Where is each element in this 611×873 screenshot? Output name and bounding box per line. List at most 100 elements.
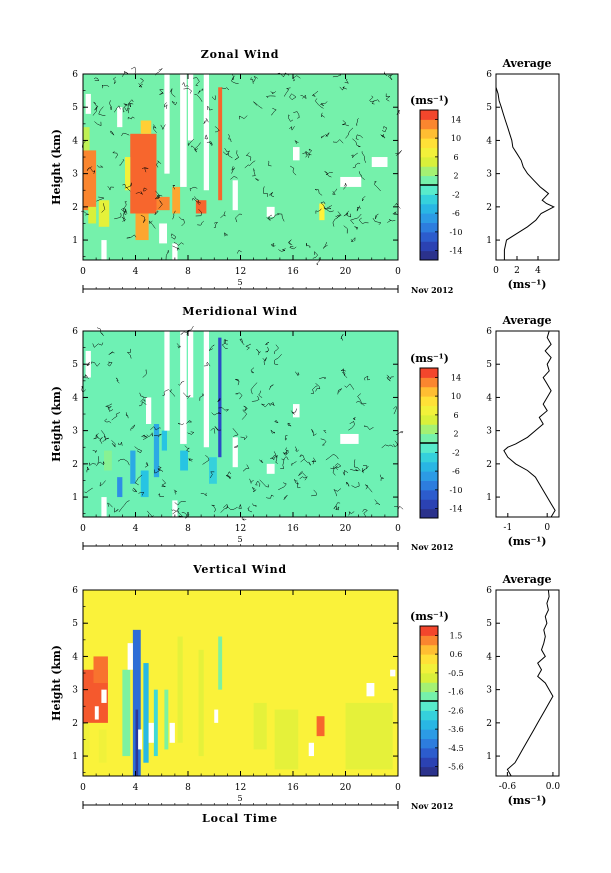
contour-segment (352, 138, 361, 148)
contour-segment (358, 171, 365, 180)
contour-segment (243, 405, 248, 412)
colorbar-tick-label: -10 (450, 228, 463, 237)
contour-segment (297, 482, 301, 489)
contour-segment (142, 369, 147, 378)
heatmap-cell (153, 689, 158, 757)
x-tick-label: 12 (235, 267, 246, 277)
contour-segment (346, 210, 352, 218)
profile-y-tick-label: 2 (486, 203, 492, 213)
colorbar-swatch (420, 213, 438, 223)
contour-segment (320, 438, 327, 446)
missing-data-gap (188, 331, 194, 398)
colorbar-swatch (420, 396, 438, 406)
heatmap-cell (93, 656, 108, 683)
colorbar-swatch (420, 128, 438, 139)
average-profile: Average (ms⁻¹) 1 2 3 4 5 6 -1 0 (486, 314, 560, 548)
contour-segment (268, 384, 274, 390)
y-tick-label: 3 (72, 427, 78, 437)
date-label: Nov 2012 (411, 285, 453, 295)
contour-segment (172, 210, 176, 220)
contour-segment (320, 201, 326, 210)
heatmap-cell (143, 663, 149, 763)
colorbar-unit: (ms⁻¹) (410, 610, 449, 623)
y-tick-label: 1 (72, 493, 78, 503)
heatmap-cell (172, 186, 181, 214)
contour-segment (107, 361, 113, 367)
heatmap-cell (218, 337, 222, 458)
contour-segment (288, 114, 294, 122)
contour-segment (358, 217, 369, 224)
contour-segment (94, 121, 102, 126)
contour-segment (343, 225, 348, 234)
missing-data-gap (101, 689, 107, 703)
contour-segment (355, 400, 367, 405)
contour-segment (258, 390, 263, 398)
contour-segment (361, 196, 366, 202)
contour-segment (118, 441, 123, 446)
contour-segment (141, 434, 147, 438)
missing-data-gap (85, 93, 91, 114)
contour-segment (289, 125, 295, 131)
contour-segment (294, 140, 299, 144)
date-label: Nov 2012 (411, 801, 453, 811)
contour-segment (362, 465, 369, 470)
contour-segment (138, 491, 145, 496)
contour-segment (379, 474, 384, 481)
contour-segment (158, 493, 164, 498)
heatmap-cell (83, 150, 97, 211)
contour-segment (393, 440, 398, 448)
heatmap-cell (156, 196, 170, 211)
colorbar-swatch (420, 471, 438, 481)
contour-segment (315, 257, 321, 266)
contour-segment (252, 487, 257, 493)
contour-segment (354, 459, 361, 471)
contour-segment (227, 471, 232, 480)
contour-segment (282, 447, 290, 456)
contour-segment (303, 459, 312, 466)
contour-segment (239, 115, 248, 120)
contour-segment (101, 203, 106, 213)
contour-segment (299, 476, 309, 481)
contour-segment (270, 429, 275, 434)
contour-segment (171, 101, 178, 106)
x-tick-label: 12 (235, 783, 246, 793)
heatmap-cell (198, 649, 204, 757)
contour-segment (197, 220, 204, 226)
colorbar-tick-label: -0.5 (448, 669, 463, 678)
colorbar-tick-label: -2 (452, 448, 460, 457)
contour-segment (209, 471, 215, 479)
contour-segment (230, 176, 238, 180)
contour-segment (226, 505, 238, 511)
colorbar-unit: (ms⁻¹) (410, 352, 449, 365)
contour-segment (371, 99, 380, 105)
heatmap-cell (316, 716, 325, 737)
profile-y-tick-label: 6 (486, 70, 492, 80)
heatmap-cell (319, 203, 325, 221)
contour-segment (270, 242, 276, 247)
heatmap-cell (253, 702, 267, 750)
contour-segment (395, 431, 404, 436)
contour-segment (315, 383, 321, 392)
colorbar-swatch (420, 710, 438, 721)
missing-data-gap (366, 683, 375, 697)
contour-segment (134, 474, 143, 486)
contour-segment (92, 106, 98, 116)
contour-segment (193, 142, 201, 153)
contour-segment (372, 217, 382, 225)
date-tick-label: 5 (237, 794, 242, 803)
contour-segment (231, 166, 236, 174)
contour-segment (138, 401, 147, 407)
profile-frame (495, 589, 560, 777)
contour-segment (169, 88, 176, 98)
missing-data-gap (172, 243, 178, 260)
profile-x-label: (ms⁻¹) (508, 794, 547, 807)
missing-data-gap (293, 147, 300, 161)
contour-segment (92, 342, 104, 348)
contour-segment (128, 99, 134, 108)
y-tick-label: 2 (72, 460, 78, 470)
contour-segment (253, 75, 258, 83)
contour-segment (220, 503, 229, 513)
contour-segment (266, 494, 274, 499)
contour-segment (321, 112, 325, 118)
contour-segment (144, 461, 149, 468)
